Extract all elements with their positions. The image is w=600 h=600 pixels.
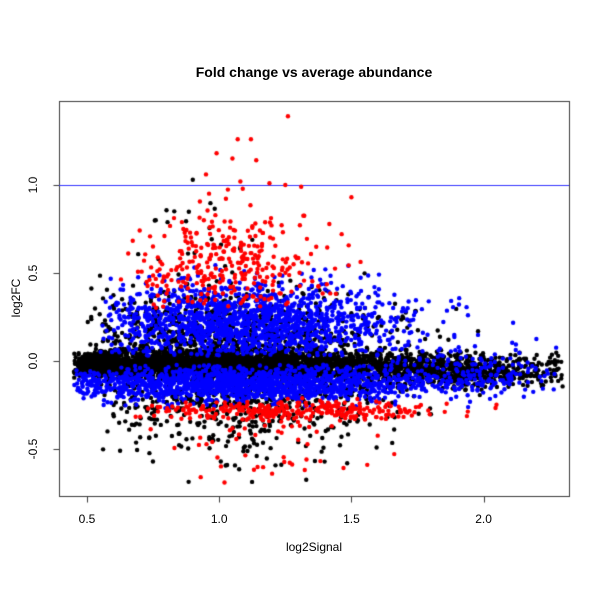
y-tick-label-3: 1.0: [26, 176, 40, 194]
chart-title: Fold change vs average abundance: [195, 64, 433, 80]
y-axis-title: log2FC: [9, 278, 23, 318]
x-tick-label-1: 1.0: [210, 512, 228, 526]
y-tick-label-2: 0.5: [26, 264, 40, 282]
x-tick-label-3: 2.0: [475, 512, 492, 526]
x-axis-title: log2Signal: [285, 540, 343, 554]
x-tick-label-0: 0.5: [78, 512, 96, 526]
y-tick-label-1: 0.0: [26, 352, 40, 370]
y-tick-label-0: -0.5: [26, 438, 40, 460]
x-tick-label-2: 1.5: [343, 512, 360, 526]
